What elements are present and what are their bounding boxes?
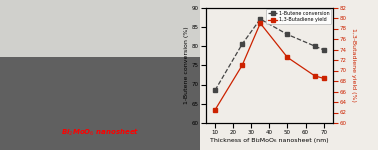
1-Butene conversion xyxy=(285,34,290,35)
Text: Bi$_2$MoO$_6$ nanosheet: Bi$_2$MoO$_6$ nanosheet xyxy=(61,127,139,138)
Line: 1-Butene conversion: 1-Butene conversion xyxy=(213,17,326,92)
1-Butene conversion xyxy=(213,89,217,91)
1-Butene conversion xyxy=(240,43,245,45)
X-axis label: Thickness of Bi₂MoO₆ nanosheet (nm): Thickness of Bi₂MoO₆ nanosheet (nm) xyxy=(210,138,328,143)
1-Butene conversion xyxy=(321,49,326,51)
1,3-Butadiene yield xyxy=(258,22,263,24)
1,3-Butadiene yield xyxy=(240,64,245,66)
Line: 1,3-Butadiene yield: 1,3-Butadiene yield xyxy=(213,21,326,112)
Bar xyxy=(0,57,200,150)
Y-axis label: 1,3-Butadiene yield (%): 1,3-Butadiene yield (%) xyxy=(351,28,356,102)
1-Butene conversion xyxy=(258,18,263,20)
Bar xyxy=(0,0,200,57)
1,3-Butadiene yield xyxy=(285,56,290,58)
1,3-Butadiene yield xyxy=(312,75,317,77)
Legend: 1-Butene conversion, 1,3-Butadiene yield: 1-Butene conversion, 1,3-Butadiene yield xyxy=(266,9,331,24)
1-Butene conversion xyxy=(312,45,317,47)
1,3-Butadiene yield xyxy=(213,109,217,111)
1,3-Butadiene yield xyxy=(321,77,326,79)
Y-axis label: 1-Butene conversion (%): 1-Butene conversion (%) xyxy=(184,26,189,104)
